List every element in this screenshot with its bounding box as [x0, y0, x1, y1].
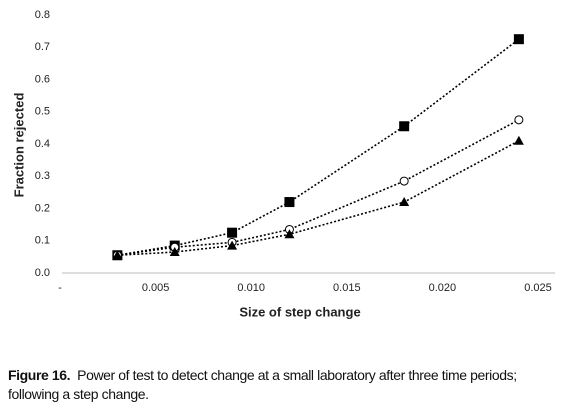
marker: [513, 135, 524, 145]
chart: Fraction rejected Size of step change 0.…: [11, 9, 555, 319]
marker: [399, 176, 409, 186]
marker: [227, 240, 238, 250]
marker: [112, 250, 123, 260]
series-line: [117, 38, 520, 257]
marker: [513, 34, 524, 45]
y-tick-label: 0.5: [35, 106, 50, 118]
y-tick-label: 0.2: [35, 202, 50, 214]
caption-label: Figure 16.: [8, 367, 71, 383]
x-tick-label: 0.020: [429, 282, 457, 294]
y-axis-label: Fraction rejected: [11, 93, 26, 198]
y-tick-label: 0.1: [35, 235, 50, 247]
y-tick-label: 0.4: [35, 138, 50, 150]
marker: [284, 197, 295, 208]
marker: [284, 229, 295, 239]
series-line: [117, 119, 520, 257]
x-tick-label: 0.010: [237, 282, 265, 294]
marker: [169, 247, 180, 257]
marker: [227, 227, 238, 238]
y-tick-label: 0.3: [35, 170, 50, 182]
marker: [399, 197, 410, 207]
x-tick-label: -: [58, 282, 62, 294]
x-axis-label: Size of step change: [239, 304, 360, 319]
y-tick-label: 0.7: [35, 41, 50, 53]
marker: [399, 121, 410, 132]
series-line: [117, 140, 520, 257]
marker: [514, 115, 524, 125]
x-tick-label: 0.005: [142, 282, 170, 294]
y-tick-label: 0.8: [35, 9, 50, 21]
caption: Figure 16. Power of test to detect chang…: [8, 366, 564, 404]
y-tick-label: 0.0: [35, 267, 50, 279]
x-tick-label: 0.025: [524, 282, 552, 294]
y-tick-label: 0.6: [35, 73, 50, 85]
x-tick-label: 0.015: [333, 282, 361, 294]
caption-text: Power of test to detect change at a smal…: [8, 367, 517, 402]
